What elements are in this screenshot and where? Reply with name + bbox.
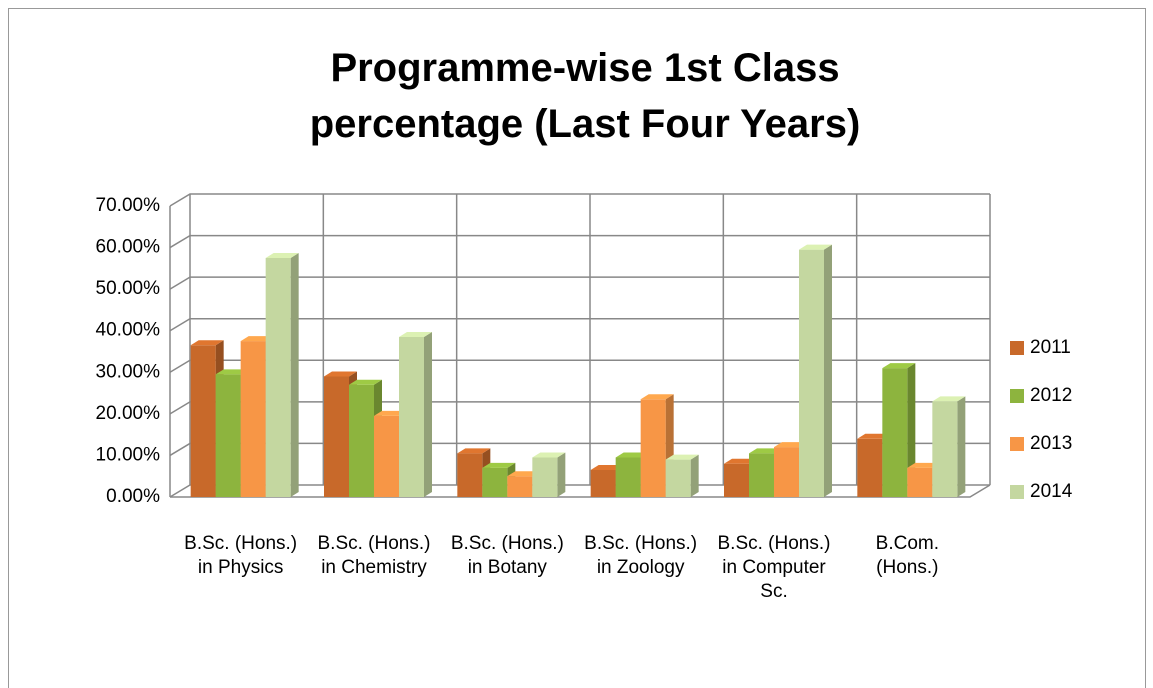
chart-frame bbox=[8, 8, 1146, 688]
bar-top bbox=[907, 462, 941, 468]
bar-front bbox=[507, 476, 533, 497]
bar-top bbox=[615, 452, 649, 458]
bar bbox=[882, 363, 916, 497]
x-tick-label: B.Sc. (Hons.) in Botany bbox=[450, 533, 564, 578]
legend-label: 2011 bbox=[1030, 337, 1071, 358]
bar-side bbox=[424, 331, 432, 497]
bar-side bbox=[824, 244, 832, 497]
bar-top bbox=[457, 448, 491, 454]
bar-front bbox=[374, 415, 399, 497]
legend-swatch bbox=[1010, 485, 1024, 499]
bar-side bbox=[957, 396, 966, 497]
bar-side bbox=[690, 454, 699, 497]
y-tick-label: 0.00% bbox=[106, 486, 160, 507]
bar-top bbox=[349, 379, 382, 385]
bar-front bbox=[482, 467, 508, 497]
bar-side bbox=[907, 363, 916, 497]
bar bbox=[665, 454, 699, 497]
bar bbox=[532, 452, 566, 497]
x-tick-label: B.Sc. (Hons.) in Chemistry bbox=[317, 533, 431, 578]
bar-top bbox=[265, 252, 299, 258]
legend-swatch bbox=[1010, 341, 1024, 355]
bar-front bbox=[724, 463, 749, 497]
bar-top bbox=[190, 340, 224, 346]
bar-front bbox=[882, 368, 908, 497]
bar-top bbox=[932, 396, 966, 402]
y-tick-label: 60.00% bbox=[96, 237, 161, 258]
y-tick-label: 50.00% bbox=[96, 278, 161, 299]
y-tick-label: 40.00% bbox=[96, 320, 161, 341]
bar-front bbox=[215, 374, 241, 497]
x-tick-label: B.Sc. (Hons.) in Zoology bbox=[584, 533, 698, 578]
bar bbox=[399, 331, 432, 497]
bar-front bbox=[324, 376, 349, 497]
bar-front bbox=[774, 447, 799, 497]
bar-front bbox=[615, 457, 641, 497]
bar bbox=[799, 244, 832, 497]
legend-swatch bbox=[1010, 389, 1024, 403]
bar-top bbox=[882, 363, 916, 369]
bar-top bbox=[665, 454, 699, 460]
legend-label: 2014 bbox=[1030, 481, 1073, 502]
bar bbox=[640, 394, 674, 497]
bar-front bbox=[240, 341, 266, 497]
bar-top bbox=[399, 331, 432, 337]
y-tick-label: 10.00% bbox=[96, 444, 161, 465]
bar-front bbox=[857, 438, 883, 497]
floor bbox=[170, 484, 991, 498]
bar-front bbox=[457, 453, 483, 497]
bar-front bbox=[640, 399, 666, 497]
legend-label: 2012 bbox=[1030, 385, 1072, 406]
bar-top bbox=[215, 369, 249, 375]
bar-front bbox=[190, 345, 216, 497]
legend-swatch bbox=[1010, 437, 1024, 451]
chart-title: Programme-wise 1st Class percentage (Las… bbox=[309, 46, 861, 146]
x-tick-label: B.Com. (Hons.) bbox=[875, 533, 939, 578]
legend-label: 2013 bbox=[1030, 433, 1072, 454]
y-tick-label: 30.00% bbox=[96, 361, 161, 382]
x-tick-label: B.Sc. (Hons.) in Physics bbox=[184, 533, 298, 578]
x-tick-label: B.Sc. (Hons.) in Computer Sc. bbox=[717, 533, 831, 602]
bar-top bbox=[799, 244, 832, 250]
bar-front bbox=[399, 336, 424, 497]
grid-line bbox=[169, 193, 990, 207]
grid bbox=[169, 193, 991, 498]
bar-front bbox=[532, 457, 558, 497]
bar-front bbox=[349, 384, 374, 497]
bar-front bbox=[665, 459, 691, 497]
bar-front bbox=[932, 401, 958, 497]
bar-top bbox=[482, 462, 516, 468]
bar-front bbox=[265, 257, 291, 497]
bar-front bbox=[590, 469, 616, 497]
bar-front bbox=[907, 467, 933, 497]
bar-top bbox=[857, 433, 891, 439]
bar-front bbox=[749, 453, 774, 497]
bar-top bbox=[749, 448, 782, 454]
bar-top bbox=[532, 452, 566, 458]
grid-line bbox=[169, 234, 990, 249]
bar-top bbox=[324, 371, 357, 377]
bar bbox=[932, 396, 966, 497]
bar-top bbox=[240, 336, 274, 342]
bar-top bbox=[724, 458, 757, 464]
y-tick-label: 70.00% bbox=[96, 195, 161, 216]
y-tick-label: 20.00% bbox=[96, 403, 161, 424]
bar-side bbox=[557, 452, 566, 497]
bar-top bbox=[590, 464, 624, 470]
bar-top bbox=[374, 410, 407, 416]
bar-top bbox=[640, 394, 674, 400]
bar-front bbox=[799, 249, 824, 497]
bar-top bbox=[507, 471, 541, 477]
bar-top bbox=[774, 442, 807, 448]
bar bbox=[265, 252, 299, 497]
bar-side bbox=[290, 252, 299, 497]
